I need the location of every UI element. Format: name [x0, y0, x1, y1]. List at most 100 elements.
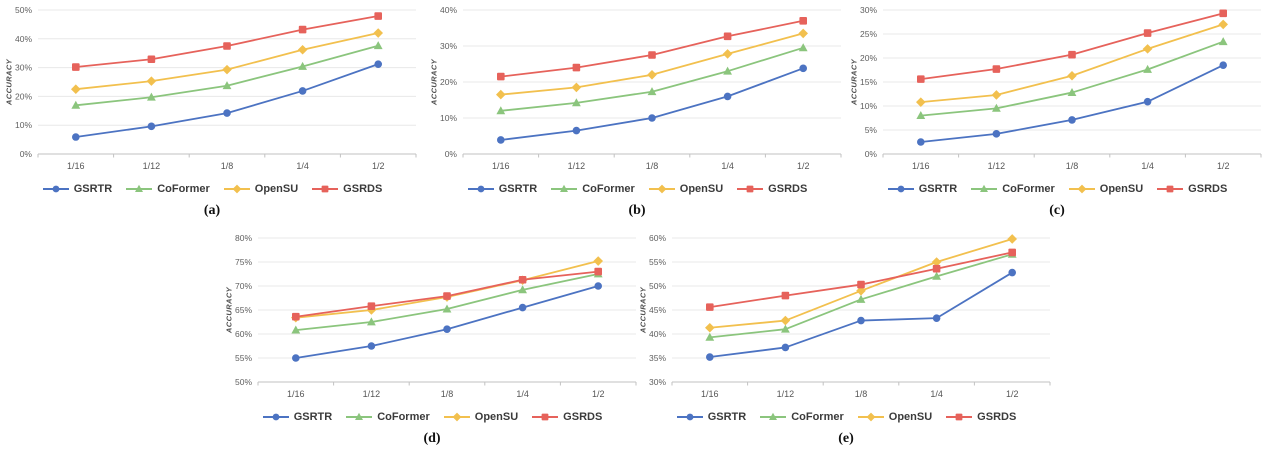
svg-text:30%: 30%	[649, 377, 666, 387]
svg-text:1/4: 1/4	[721, 161, 734, 171]
svg-text:10%: 10%	[860, 101, 877, 111]
legend-item-gsrds: GSRDS	[311, 183, 382, 195]
plot-area: 0% 10% 20% 30% 40% 50% 1/16 1/12 1/8 1/4 1/2	[15, 5, 417, 171]
svg-text:1/12: 1/12	[363, 389, 381, 399]
y-axis-title: ACCURACY	[429, 58, 439, 106]
chart-caption: (c)	[1049, 203, 1065, 218]
svg-text:1/4: 1/4	[516, 389, 529, 399]
svg-text:70%: 70%	[235, 281, 252, 291]
svg-text:50%: 50%	[235, 377, 252, 387]
svg-text:40%: 40%	[440, 5, 457, 15]
svg-text:50%: 50%	[649, 281, 666, 291]
legend-item-gsrtr: GSRTR	[887, 183, 958, 195]
triangle-marker-icon	[551, 184, 578, 192]
svg-text:1/4: 1/4	[930, 389, 943, 399]
svg-text:1/2: 1/2	[592, 389, 605, 399]
legend-label: GSRTR	[918, 183, 958, 195]
legend-item-coformer: CoFormer	[759, 411, 844, 423]
svg-text:30%: 30%	[440, 41, 457, 51]
svg-text:1/8: 1/8	[221, 161, 234, 171]
legend-item-opensu: OpenSU	[223, 183, 298, 195]
svg-text:1/4: 1/4	[296, 161, 309, 171]
svg-text:25%: 25%	[860, 29, 877, 39]
svg-text:60%: 60%	[649, 233, 666, 243]
legend-label: OpenSU	[679, 183, 724, 195]
chart-caption: (b)	[628, 203, 646, 218]
legend: GSRTR CoFormer OpenSU GSRDS	[845, 182, 1269, 196]
legend-item-gsrds: GSRDS	[736, 183, 807, 195]
legend-label: GSRDS	[977, 411, 1017, 423]
plot-area: 30% 35% 40% 45% 50% 55% 60% 1/16 1/12 1/8 1/4 1/2	[649, 233, 1051, 399]
circle-marker-icon	[676, 413, 703, 421]
svg-text:1/8: 1/8	[855, 389, 868, 399]
square-marker-icon	[312, 185, 339, 193]
plot-area: 50% 55% 60% 65% 70% 75% 80% 1/16 1/12 1/8 1/4 1/2	[235, 233, 637, 399]
svg-text:1/2: 1/2	[1006, 389, 1019, 399]
legend: GSRTR CoFormer OpenSU GSRDS	[425, 182, 849, 196]
chart-caption: (d)	[423, 431, 441, 446]
svg-text:1/2: 1/2	[1217, 161, 1230, 171]
svg-text:1/2: 1/2	[797, 161, 810, 171]
circle-marker-icon	[42, 185, 69, 193]
legend-item-gsrtr: GSRTR	[262, 411, 332, 423]
svg-text:10%: 10%	[15, 120, 32, 130]
circle-marker-icon	[467, 185, 494, 193]
triangle-marker-icon	[346, 412, 373, 420]
svg-text:1/8: 1/8	[646, 161, 659, 171]
chart-caption: (a)	[203, 203, 221, 218]
svg-text:1/8: 1/8	[441, 389, 454, 399]
svg-text:1/16: 1/16	[67, 161, 85, 171]
legend-label: CoFormer	[1002, 183, 1055, 195]
legend: GSRTR CoFormer OpenSU GSRDS	[634, 410, 1058, 424]
y-axis-title: ACCURACY	[638, 286, 648, 334]
diamond-marker-icon	[443, 412, 470, 422]
legend-item-opensu: OpenSU	[443, 411, 518, 423]
legend-label: OpenSU	[1099, 183, 1144, 195]
svg-text:20%: 20%	[440, 77, 457, 87]
diamond-marker-icon	[648, 184, 675, 194]
legend-label: CoFormer	[582, 183, 635, 195]
svg-text:30%: 30%	[860, 5, 877, 15]
legend-label: CoFormer	[377, 411, 430, 423]
svg-text:1/12: 1/12	[777, 389, 795, 399]
svg-text:75%: 75%	[235, 257, 252, 267]
circle-marker-icon	[262, 413, 289, 421]
svg-text:1/8: 1/8	[1066, 161, 1079, 171]
legend-item-opensu: OpenSU	[648, 183, 723, 195]
svg-text:1/16: 1/16	[492, 161, 510, 171]
legend-label: GSRTR	[73, 183, 113, 195]
y-axis-title: ACCURACY	[224, 286, 234, 334]
svg-text:1/16: 1/16	[701, 389, 719, 399]
square-marker-icon	[737, 185, 764, 193]
legend-label: OpenSU	[888, 411, 933, 423]
svg-text:1/12: 1/12	[568, 161, 586, 171]
legend-item-gsrds: GSRDS	[531, 411, 602, 423]
legend-label: GSRTR	[498, 183, 538, 195]
svg-text:20%: 20%	[15, 91, 32, 101]
svg-text:40%: 40%	[15, 34, 32, 44]
diamond-marker-icon	[857, 412, 884, 422]
legend-item-gsrds: GSRDS	[945, 411, 1016, 423]
svg-text:10%: 10%	[440, 113, 457, 123]
chart-caption: (e)	[838, 431, 854, 446]
legend-item-opensu: OpenSU	[857, 411, 932, 423]
y-axis-title: ACCURACY	[4, 58, 14, 106]
svg-text:1/12: 1/12	[143, 161, 161, 171]
legend-item-gsrtr: GSRTR	[42, 183, 113, 195]
chart-d: ACCURACY 50% 55% 60% 65% 70% 75% 80% 1/16 1/12 1/…	[220, 228, 644, 447]
plot-area: 0% 10% 20% 30% 40% 1/16 1/12 1/8 1/4 1/2	[440, 5, 842, 171]
legend-item-opensu: OpenSU	[1068, 183, 1143, 195]
legend-label: OpenSU	[474, 411, 519, 423]
legend-item-gsrtr: GSRTR	[467, 183, 538, 195]
legend-label: CoFormer	[791, 411, 844, 423]
svg-text:1/16: 1/16	[912, 161, 930, 171]
triangle-marker-icon	[760, 412, 787, 420]
svg-text:35%: 35%	[649, 353, 666, 363]
legend-label: GSRDS	[563, 411, 603, 423]
legend-item-coformer: CoFormer	[550, 183, 635, 195]
y-axis-title: ACCURACY	[849, 58, 859, 106]
legend-label: GSRTR	[707, 411, 747, 423]
chart-c: ACCURACY 0% 5% 10% 15% 20% 25% 30% 1/16 1/12 1/8 1…	[845, 0, 1269, 219]
svg-text:65%: 65%	[235, 305, 252, 315]
svg-text:1/16: 1/16	[287, 389, 305, 399]
